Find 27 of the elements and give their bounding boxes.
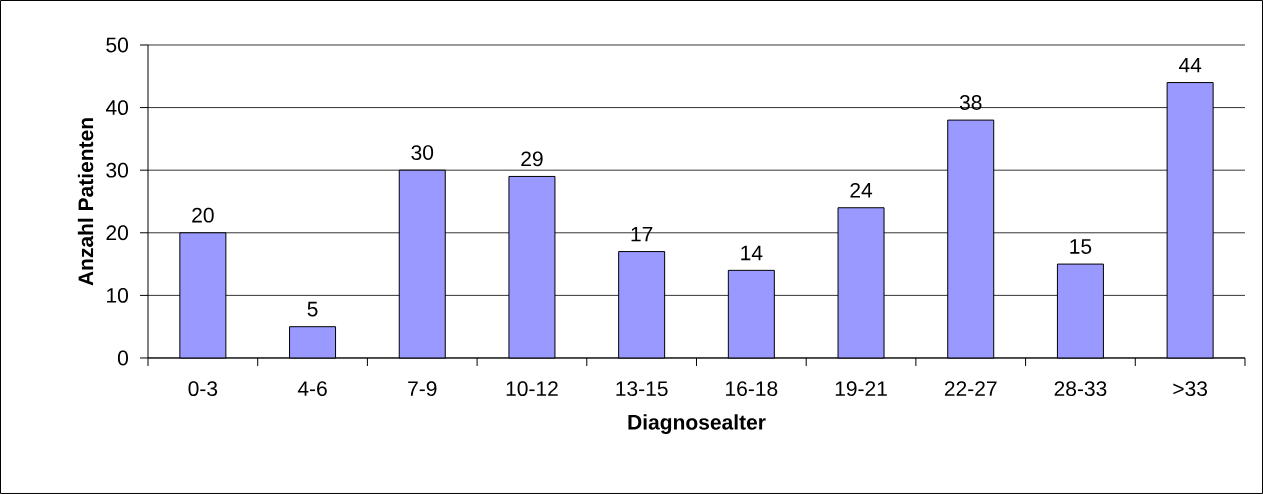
data-label: 29: [521, 151, 543, 167]
y-tick-label: 30: [106, 162, 128, 178]
x-tick-label: 7-9: [408, 381, 437, 397]
x-tick-label: 13-15: [616, 381, 668, 397]
data-label: 14: [741, 245, 763, 261]
x-tick-label: 10-12: [506, 381, 558, 397]
data-label: 5: [307, 301, 318, 317]
y-tick-label: 40: [105, 100, 128, 116]
x-axis-title: Diagnosealter: [628, 414, 766, 434]
x-tick-label: 19-21: [835, 381, 887, 397]
x-tick-label: 28-33: [1054, 381, 1107, 397]
y-axis-title: Anzahl Patienten: [77, 118, 94, 286]
data-label: 20: [192, 207, 214, 223]
x-tick-label: 16-18: [726, 381, 778, 397]
data-label: 30: [411, 145, 434, 160]
x-tick-label: 22-27: [944, 381, 997, 396]
x-tick-label: 0-3: [188, 381, 218, 397]
y-tick-label: 20: [106, 225, 128, 241]
y-tick-label: 0: [117, 350, 128, 366]
x-tick-label: >33: [1173, 381, 1207, 397]
data-label: 38: [959, 95, 982, 110]
data-label: 44: [1178, 57, 1202, 73]
y-tick-label: 50: [106, 37, 128, 53]
y-tick-label: 10: [107, 287, 128, 303]
data-label: 15: [1070, 239, 1092, 254]
x-tick-label: 4-6: [297, 381, 327, 397]
data-label: 24: [850, 182, 873, 198]
